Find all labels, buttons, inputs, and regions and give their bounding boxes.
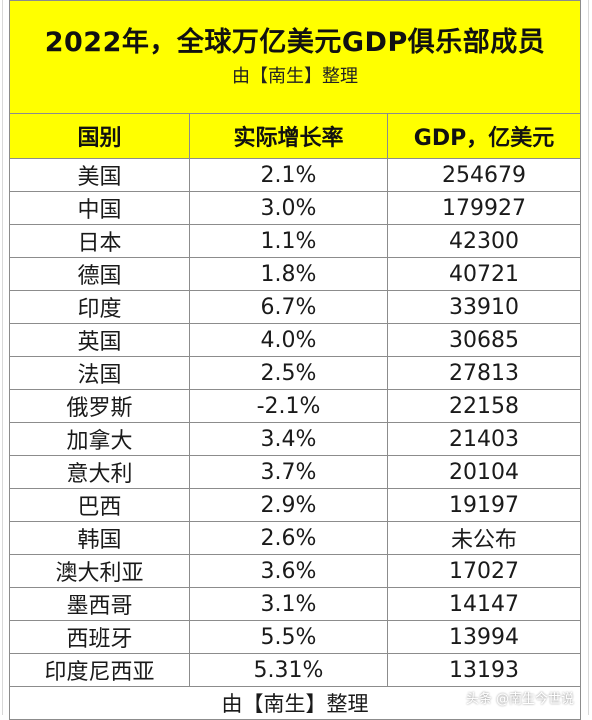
gdp-cell[interactable]: 42300 [387, 224, 581, 258]
gdp-table: 2022年，全球万亿美元GDP俱乐部成员 由【南生】整理 国别 实际增长率 GD… [9, 0, 581, 720]
growth-rate-cell[interactable]: 3.0% [189, 191, 388, 225]
table-row: 西班牙 5.5% 13994 [9, 620, 581, 654]
country-cell[interactable]: 意大利 [9, 455, 190, 489]
growth-rate-cell[interactable]: 4.0% [189, 323, 388, 357]
growth-rate-cell[interactable]: 3.4% [189, 422, 388, 456]
country-cell[interactable]: 墨西哥 [9, 587, 190, 621]
table-title: 2022年，全球万亿美元GDP俱乐部成员 [44, 27, 546, 58]
header-row: 国别 实际增长率 GDP，亿美元 [9, 113, 581, 159]
table-row: 意大利 3.7% 20104 [9, 455, 581, 489]
gdp-cell[interactable]: 21403 [387, 422, 581, 456]
growth-rate-cell[interactable]: 2.1% [189, 158, 388, 192]
gdp-cell[interactable]: 33910 [387, 290, 581, 324]
watermark: 头条 @南生今世说 [465, 692, 574, 707]
table-row: 日本 1.1% 42300 [9, 224, 581, 258]
growth-rate-cell[interactable]: 2.6% [189, 521, 388, 555]
growth-rate-cell[interactable]: 3.7% [189, 455, 388, 489]
growth-rate-cell[interactable]: 3.6% [189, 554, 388, 588]
gdp-cell[interactable]: 179927 [387, 191, 581, 225]
gdp-cell[interactable]: 40721 [387, 257, 581, 291]
footer-cell[interactable]: 由【南生】整理 [9, 686, 581, 720]
table-row: 巴西 2.9% 19197 [9, 488, 581, 522]
table-row: 英国 4.0% 30685 [9, 323, 581, 357]
growth-rate-cell[interactable]: 6.7% [189, 290, 388, 324]
table-row: 澳大利亚 3.6% 17027 [9, 554, 581, 588]
country-cell[interactable]: 加拿大 [9, 422, 190, 456]
gdp-cell[interactable]: 14147 [387, 587, 581, 621]
gdp-cell[interactable]: 27813 [387, 356, 581, 390]
gdp-cell[interactable]: 22158 [387, 389, 581, 423]
country-cell[interactable]: 巴西 [9, 488, 190, 522]
table-row: 法国 2.5% 27813 [9, 356, 581, 390]
growth-rate-cell[interactable]: 2.5% [189, 356, 388, 390]
growth-rate-cell[interactable]: 1.1% [189, 224, 388, 258]
growth-rate-cell[interactable]: 1.8% [189, 257, 388, 291]
table-row: 中国 3.0% 179927 [9, 191, 581, 225]
country-cell[interactable]: 美国 [9, 158, 190, 192]
table-row: 墨西哥 3.1% 14147 [9, 587, 581, 621]
gdp-cell[interactable]: 254679 [387, 158, 581, 192]
country-cell[interactable]: 西班牙 [9, 620, 190, 654]
title-row: 2022年，全球万亿美元GDP俱乐部成员 由【南生】整理 [9, 0, 581, 114]
country-cell[interactable]: 印度 [9, 290, 190, 324]
gdp-cell[interactable]: 17027 [387, 554, 581, 588]
gdp-cell[interactable]: 13193 [387, 653, 581, 687]
sheet-right-edge [588, 0, 589, 715]
table-row: 加拿大 3.4% 21403 [9, 422, 581, 456]
footer-row: 由【南生】整理 [9, 686, 581, 720]
column-header-gdp[interactable]: GDP，亿美元 [387, 113, 581, 159]
gdp-cell[interactable]: 20104 [387, 455, 581, 489]
table-row: 韩国 2.6% 未公布 [9, 521, 581, 555]
gdp-cell[interactable]: 13994 [387, 620, 581, 654]
growth-rate-cell[interactable]: 3.1% [189, 587, 388, 621]
country-cell[interactable]: 澳大利亚 [9, 554, 190, 588]
table-row: 印度尼西亚 5.31% 13193 [9, 653, 581, 687]
title-cell[interactable]: 2022年，全球万亿美元GDP俱乐部成员 由【南生】整理 [9, 0, 581, 114]
gdp-cell[interactable]: 未公布 [387, 521, 581, 555]
country-cell[interactable]: 英国 [9, 323, 190, 357]
gdp-cell[interactable]: 30685 [387, 323, 581, 357]
table-body: 美国 2.1% 254679 中国 3.0% 179927 日本 1.1% 42300 德国 1.8… [9, 158, 581, 687]
country-cell[interactable]: 印度尼西亚 [9, 653, 190, 687]
table-row: 俄罗斯 -2.1% 22158 [9, 389, 581, 423]
country-cell[interactable]: 法国 [9, 356, 190, 390]
sheet-left-edge [2, 0, 3, 715]
growth-rate-cell[interactable]: 5.31% [189, 653, 388, 687]
gdp-cell[interactable]: 19197 [387, 488, 581, 522]
country-cell[interactable]: 韩国 [9, 521, 190, 555]
table-row: 德国 1.8% 40721 [9, 257, 581, 291]
column-header-country[interactable]: 国别 [9, 113, 190, 159]
table-row: 印度 6.7% 33910 [9, 290, 581, 324]
country-cell[interactable]: 中国 [9, 191, 190, 225]
country-cell[interactable]: 德国 [9, 257, 190, 291]
growth-rate-cell[interactable]: 2.9% [189, 488, 388, 522]
column-header-growth-rate[interactable]: 实际增长率 [189, 113, 388, 159]
table-subtitle: 由【南生】整理 [232, 66, 358, 87]
country-cell[interactable]: 日本 [9, 224, 190, 258]
country-cell[interactable]: 俄罗斯 [9, 389, 190, 423]
growth-rate-cell[interactable]: 5.5% [189, 620, 388, 654]
growth-rate-cell[interactable]: -2.1% [189, 389, 388, 423]
table-row: 美国 2.1% 254679 [9, 158, 581, 192]
